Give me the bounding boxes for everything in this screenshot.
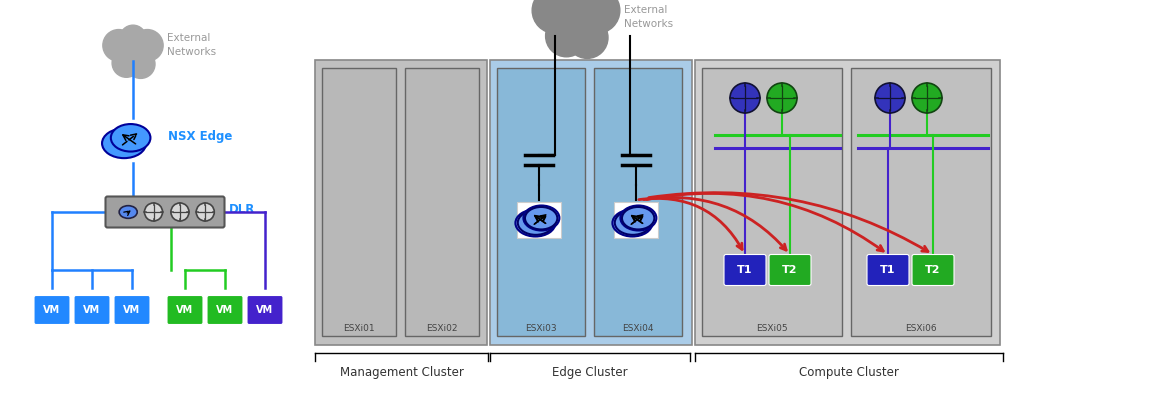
FancyBboxPatch shape [867,255,909,286]
Text: External: External [624,5,668,15]
Text: Management Cluster: Management Cluster [340,366,464,379]
Text: T1: T1 [737,265,753,275]
FancyBboxPatch shape [74,296,110,325]
Text: ESXi01: ESXi01 [344,323,375,333]
FancyBboxPatch shape [594,68,683,336]
Circle shape [545,15,587,57]
Circle shape [127,50,155,79]
Ellipse shape [101,129,146,158]
Circle shape [767,83,797,113]
Ellipse shape [515,210,556,236]
Text: VM: VM [44,305,61,315]
Text: ESXi06: ESXi06 [905,323,937,333]
FancyBboxPatch shape [851,68,990,336]
Circle shape [912,83,942,113]
Ellipse shape [523,205,559,231]
Text: VM: VM [176,305,194,315]
Text: T1: T1 [880,265,896,275]
FancyBboxPatch shape [497,68,585,336]
FancyBboxPatch shape [517,202,562,238]
Text: DLR: DLR [228,202,255,215]
FancyBboxPatch shape [167,296,203,325]
FancyBboxPatch shape [724,255,766,286]
Ellipse shape [119,206,137,218]
FancyBboxPatch shape [208,296,243,325]
Circle shape [574,0,620,34]
Ellipse shape [111,124,150,152]
FancyBboxPatch shape [405,68,478,336]
Circle shape [730,83,760,113]
Text: ESXi04: ESXi04 [623,323,654,333]
Text: ESXi03: ESXi03 [525,323,557,333]
Ellipse shape [525,207,557,229]
Circle shape [112,49,141,77]
FancyBboxPatch shape [769,255,811,286]
FancyBboxPatch shape [106,197,225,228]
FancyBboxPatch shape [315,60,487,345]
Text: T2: T2 [782,265,798,275]
FancyBboxPatch shape [695,60,1000,345]
Circle shape [533,0,579,34]
Circle shape [557,0,595,19]
Text: NSX Edge: NSX Edge [168,129,233,142]
Text: T2: T2 [925,265,941,275]
FancyBboxPatch shape [108,54,157,72]
Text: VM: VM [217,305,234,315]
Text: ESXi02: ESXi02 [427,323,458,333]
Ellipse shape [612,210,653,236]
FancyBboxPatch shape [322,68,395,336]
Text: VM: VM [83,305,100,315]
Text: Networks: Networks [167,47,216,57]
Text: Edge Cluster: Edge Cluster [552,366,628,379]
Text: VM: VM [123,305,141,315]
Circle shape [196,203,214,221]
Circle shape [120,25,146,52]
Text: ESXi05: ESXi05 [756,323,787,333]
FancyBboxPatch shape [541,23,611,49]
Ellipse shape [621,207,655,229]
Circle shape [103,29,135,61]
Ellipse shape [620,205,656,231]
FancyBboxPatch shape [247,296,282,325]
Text: External: External [167,33,210,43]
Circle shape [131,29,163,61]
Ellipse shape [518,210,553,235]
Circle shape [111,30,155,74]
Text: Networks: Networks [624,19,673,29]
FancyBboxPatch shape [33,296,70,325]
Text: Compute Cluster: Compute Cluster [799,366,899,379]
FancyBboxPatch shape [615,202,658,238]
FancyBboxPatch shape [114,296,150,325]
Circle shape [875,83,905,113]
Text: VM: VM [256,305,273,315]
FancyBboxPatch shape [912,255,954,286]
Circle shape [171,203,189,221]
Circle shape [566,17,608,58]
FancyBboxPatch shape [490,60,692,345]
FancyBboxPatch shape [702,68,842,336]
Circle shape [544,0,608,52]
Circle shape [144,203,163,221]
Ellipse shape [615,210,650,235]
